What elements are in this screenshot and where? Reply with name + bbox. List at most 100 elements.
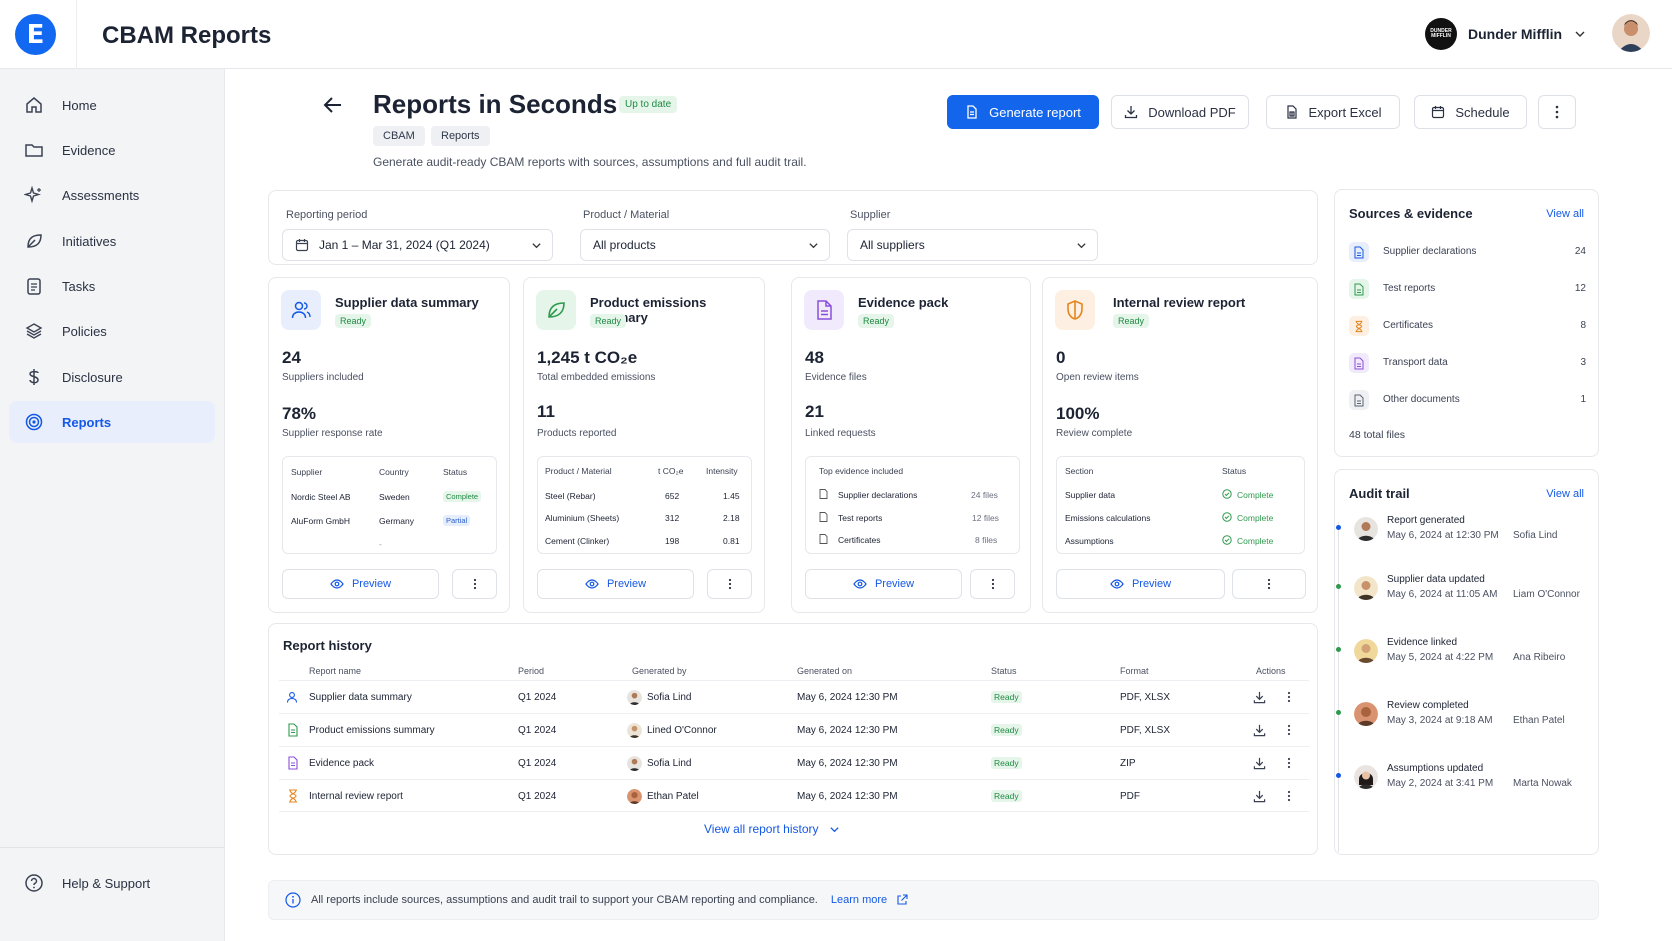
more-actions-button[interactable] xyxy=(1538,95,1576,129)
report-format: ZIP xyxy=(1120,758,1136,769)
sidebar-item-tasks[interactable]: Tasks xyxy=(9,265,215,307)
sidebar-item-policies[interactable]: Policies xyxy=(9,310,215,352)
table-row[interactable]: Internal review report Q1 2024 Ethan Pat… xyxy=(279,779,1309,812)
source-item[interactable]: Other documents 1 xyxy=(1349,385,1586,415)
layers-icon xyxy=(25,323,43,339)
sidebar-item-label: Reports xyxy=(62,414,112,430)
kebab-icon[interactable] xyxy=(1287,724,1291,736)
source-item[interactable]: Supplier declarations 24 xyxy=(1349,237,1586,267)
source-item[interactable]: Transport data 3 xyxy=(1349,348,1586,378)
status-badge: Ready xyxy=(858,314,895,328)
cell: 2.18 xyxy=(723,513,740,523)
report-period: Q1 2024 xyxy=(518,725,557,736)
cell: Test reports xyxy=(838,513,883,523)
eye-icon xyxy=(853,579,867,589)
page-title: Reports in Seconds xyxy=(373,89,618,119)
org-switcher[interactable]: DUNDER MIFFLIN Dunder Mifflin xyxy=(1425,18,1586,50)
period-select[interactable]: Jan 1 – Mar 31, 2024 (Q1 2024) xyxy=(282,229,553,261)
sidebar-item-help[interactable]: Help & Support xyxy=(9,862,215,904)
audit-event[interactable]: Review completed May 3, 2024 at 9:18 AM … xyxy=(1335,700,1600,750)
column-header: Top evidence included xyxy=(819,466,904,476)
event-time: May 6, 2024 at 11:05 AM xyxy=(1387,589,1498,600)
cell: - xyxy=(379,539,382,549)
table-row[interactable]: Evidence pack Q1 2024 Sofia Lind May 6, … xyxy=(279,746,1309,779)
preview-label: Preview xyxy=(1131,578,1172,590)
generate-report-button[interactable]: Generate report xyxy=(947,95,1099,129)
sidebar: Home Evidence Assessments Initiatives Ta… xyxy=(0,69,225,941)
column-header: Status xyxy=(1222,466,1247,476)
card-more-button[interactable] xyxy=(1232,569,1306,599)
table-row[interactable]: Product emissions summary Q1 2024 Lined … xyxy=(279,713,1309,746)
audit-event[interactable]: Report generated May 6, 2024 at 12:30 PM… xyxy=(1335,515,1600,565)
sidebar-item-assessments[interactable]: Assessments xyxy=(9,174,215,216)
source-item[interactable]: Test reports 12 xyxy=(1349,274,1586,304)
column-header: Status xyxy=(991,666,1017,676)
download-icon[interactable] xyxy=(1253,691,1266,704)
document-icon xyxy=(1349,242,1369,262)
card-more-button[interactable] xyxy=(452,569,497,599)
event-time: May 5, 2024 at 4:22 PM xyxy=(1387,652,1494,663)
metric-value: 0 xyxy=(1056,348,1066,367)
audit-event[interactable]: Evidence linked May 5, 2024 at 4:22 PM A… xyxy=(1335,637,1600,687)
clipboard-icon xyxy=(27,278,41,295)
preview-button[interactable]: Preview xyxy=(1056,569,1225,599)
metric-label: Total embedded emissions xyxy=(537,372,656,383)
supplier-select[interactable]: All suppliers xyxy=(847,229,1098,261)
status-badge: Ready xyxy=(335,314,372,328)
status-badge: Ready xyxy=(991,724,1022,736)
learn-more-link[interactable]: Learn more xyxy=(830,894,888,906)
audit-view-all-link[interactable]: View all xyxy=(1546,488,1584,500)
avatar xyxy=(1354,702,1378,726)
card-title: Supplier data summary xyxy=(335,295,479,310)
metric-label: Review complete xyxy=(1056,428,1133,439)
sidebar-item-label: Help & Support xyxy=(62,875,151,891)
chevron-down-icon xyxy=(1077,243,1086,249)
app-title: CBAM Reports xyxy=(102,22,272,49)
audit-event[interactable]: Assumptions updated May 2, 2024 at 3:41 … xyxy=(1335,763,1600,813)
back-arrow-icon[interactable] xyxy=(321,93,345,117)
preview-button[interactable]: Preview xyxy=(282,569,439,599)
export-excel-label: Export Excel xyxy=(1308,104,1382,120)
sidebar-item-evidence[interactable]: Evidence xyxy=(9,129,215,171)
sidebar-item-initiatives[interactable]: Initiatives xyxy=(9,220,215,262)
cell: 1.45 xyxy=(723,491,740,501)
source-name: Supplier declarations xyxy=(1383,246,1477,257)
source-item[interactable]: Certificates 8 xyxy=(1349,311,1586,341)
table-row[interactable]: Supplier data summary Q1 2024 Sofia Lind… xyxy=(279,680,1309,713)
avatar xyxy=(627,756,642,771)
view-all-history-link[interactable]: View all report history xyxy=(704,822,840,836)
download-pdf-label: Download PDF xyxy=(1148,104,1236,120)
avatar xyxy=(627,690,642,705)
kebab-icon[interactable] xyxy=(1287,691,1291,703)
download-icon[interactable] xyxy=(1253,757,1266,770)
metric-value: 21 xyxy=(805,402,824,421)
kebab-icon[interactable] xyxy=(1287,757,1291,769)
report-period: Q1 2024 xyxy=(518,692,557,703)
check-circle-icon xyxy=(1222,512,1232,522)
sidebar-item-home[interactable]: Home xyxy=(9,84,215,126)
schedule-button[interactable]: Schedule xyxy=(1414,95,1527,129)
app-logo[interactable]: E xyxy=(15,14,56,55)
preview-button[interactable]: Preview xyxy=(805,569,962,599)
preview-button[interactable]: Preview xyxy=(537,569,694,599)
download-pdf-button[interactable]: Download PDF xyxy=(1111,95,1249,129)
metric-label: Supplier response rate xyxy=(282,428,383,439)
top-bar: E CBAM Reports DUNDER MIFFLIN Dunder Mif… xyxy=(0,0,1672,69)
sidebar-item-reports[interactable]: Reports xyxy=(9,401,215,443)
cell: 198 xyxy=(665,536,680,546)
check-circle-icon xyxy=(1222,535,1232,545)
product-select[interactable]: All products xyxy=(580,229,830,261)
period-label: Reporting period xyxy=(286,209,368,221)
card-more-button[interactable] xyxy=(970,569,1015,599)
download-icon[interactable] xyxy=(1253,790,1266,803)
sidebar-item-disclosure[interactable]: Disclosure xyxy=(9,356,215,398)
kebab-icon[interactable] xyxy=(1287,790,1291,802)
sources-view-all-link[interactable]: View all xyxy=(1546,208,1584,220)
audit-event[interactable]: Supplier data updated May 6, 2024 at 11:… xyxy=(1335,574,1600,624)
card-more-button[interactable] xyxy=(707,569,752,599)
target-icon xyxy=(25,413,43,431)
external-link-icon[interactable] xyxy=(896,894,908,906)
export-excel-button[interactable]: Export Excel xyxy=(1266,95,1400,129)
user-avatar[interactable] xyxy=(1612,14,1650,52)
download-icon[interactable] xyxy=(1253,724,1266,737)
